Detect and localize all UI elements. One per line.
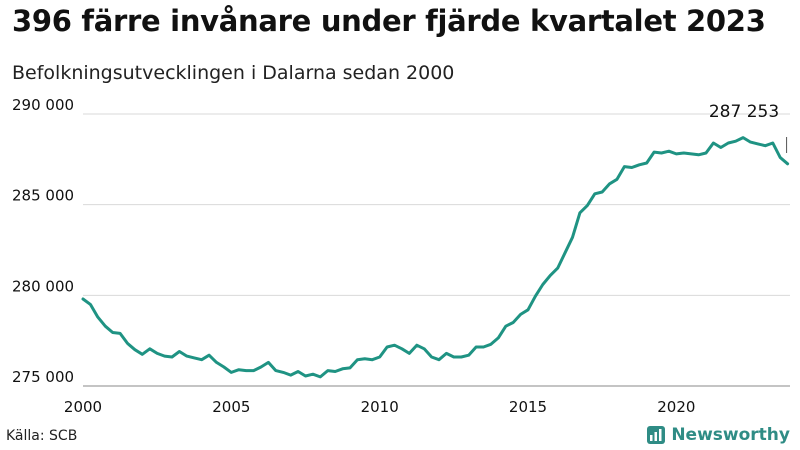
y-tick-label: 280 000 xyxy=(12,277,74,295)
x-tick-label: 2020 xyxy=(657,398,695,416)
source-note: Källa: SCB xyxy=(6,428,78,444)
annotation-label: 287 253 xyxy=(709,102,779,122)
newsworthy-logo-icon xyxy=(647,426,666,444)
brand-logo[interactable]: Newsworthy xyxy=(647,425,790,445)
x-tick-label: 2000 xyxy=(64,398,102,416)
chart-title: 396 färre invånare under fjärde kvartale… xyxy=(12,4,766,38)
chart-subtitle: Befolkningsutvecklingen i Dalarna sedan … xyxy=(12,62,455,84)
y-tick-label: 290 000 xyxy=(12,96,74,114)
series-line xyxy=(81,136,790,379)
y-tick-label: 275 000 xyxy=(12,368,74,386)
x-tick-label: 2010 xyxy=(361,398,399,416)
x-tick-label: 2005 xyxy=(212,398,250,416)
y-tick-label: 285 000 xyxy=(12,187,74,205)
brand-name: Newsworthy xyxy=(671,425,790,445)
x-tick-label: 2015 xyxy=(509,398,547,416)
